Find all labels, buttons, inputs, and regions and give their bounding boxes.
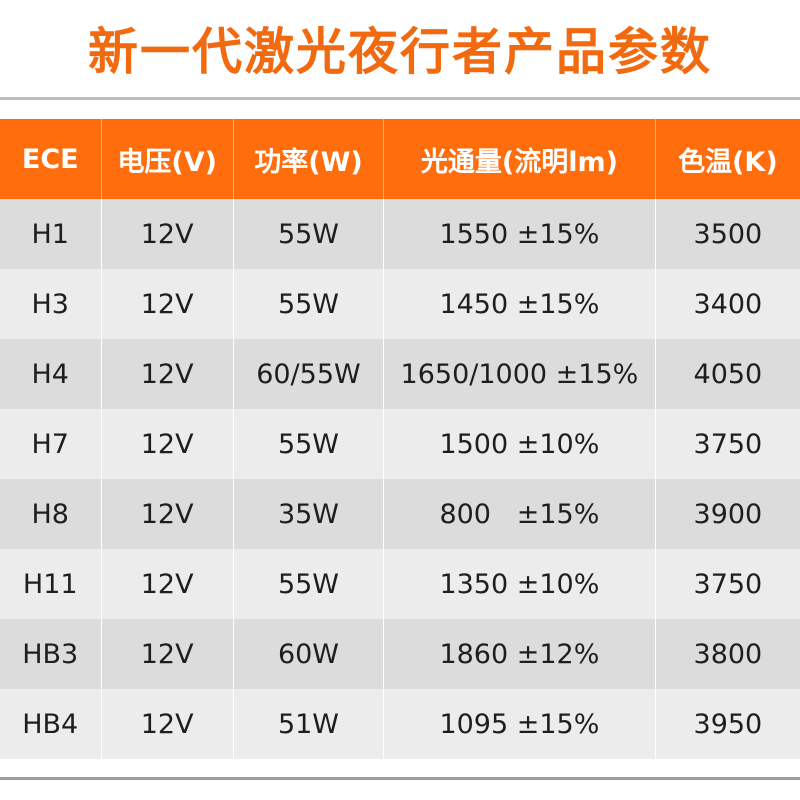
cell-luminous-flux: 800 ±15% — [384, 479, 656, 549]
table-row: H3 12V 55W 1450 ±15% 3400 — [0, 269, 800, 339]
header-ece: ECE — [0, 119, 102, 199]
table-row: H1 12V 55W 1550 ±15% 3500 — [0, 199, 800, 269]
cell-power: 51W — [234, 689, 385, 759]
cell-color-temperature: 3500 — [693, 218, 763, 250]
cell-ece: H7 — [0, 409, 102, 479]
cell-power: 60/55W — [234, 339, 385, 409]
cell-color-temperature: 3900 — [693, 498, 763, 530]
cell-power: 60W — [234, 619, 385, 689]
cell-luminous-flux: 1095 ±15% — [384, 689, 656, 759]
cell-luminous-flux: 1650/1000 ±15% — [384, 339, 656, 409]
cell-ece: H11 — [0, 549, 102, 619]
header-luminous-flux: 光通量(流明lm) — [384, 119, 656, 199]
header-power: 功率(W) — [234, 119, 385, 199]
table-row: H7 12V 55W 1500 ±10% 3750 — [0, 409, 800, 479]
table-row: HB3 12V 60W 1860 ±12% 3800 — [0, 619, 800, 689]
title-divider — [0, 97, 800, 100]
cell-color-temperature: 3750 — [693, 428, 763, 460]
cell-ece: HB4 — [0, 689, 102, 759]
cell-voltage: 12V — [102, 689, 234, 759]
table-row: HB4 12V 51W 1095 ±15% 3950 — [0, 689, 800, 759]
table-row: H4 12V 60/55W 1650/1000 ±15% 4050 — [0, 339, 800, 409]
cell-ece: H8 — [0, 479, 102, 549]
cell-voltage: 12V — [102, 269, 234, 339]
cell-color-temperature: 3950 — [693, 708, 763, 740]
cell-voltage: 12V — [102, 549, 234, 619]
cell-color-temperature: 3750 — [693, 568, 763, 600]
cell-power: 55W — [234, 409, 385, 479]
cell-luminous-flux: 1500 ±10% — [384, 409, 656, 479]
cell-voltage: 12V — [102, 479, 234, 549]
cell-luminous-flux: 1860 ±12% — [384, 619, 656, 689]
table-row: H8 12V 35W 800 ±15% 3900 — [0, 479, 800, 549]
spec-table: ECE 电压(V) 功率(W) 光通量(流明lm) 色温(K) H1 12V 5… — [0, 119, 800, 759]
cell-voltage: 12V — [102, 339, 234, 409]
cell-voltage: 12V — [102, 409, 234, 479]
cell-voltage: 12V — [102, 619, 234, 689]
cell-power: 35W — [234, 479, 385, 549]
table-row: H11 12V 55W 1350 ±10% 3750 — [0, 549, 800, 619]
cell-power: 55W — [234, 199, 385, 269]
cell-ece: H1 — [0, 199, 102, 269]
table-header-row: ECE 电压(V) 功率(W) 光通量(流明lm) 色温(K) — [0, 119, 800, 199]
header-color-temperature: 色温(K) — [678, 146, 778, 178]
cell-power: 55W — [234, 269, 385, 339]
cell-voltage: 12V — [102, 199, 234, 269]
cell-ece: H4 — [0, 339, 102, 409]
cell-luminous-flux: 1350 ±10% — [384, 549, 656, 619]
cell-luminous-flux: 1450 ±15% — [384, 269, 656, 339]
bottom-divider — [0, 777, 800, 780]
cell-color-temperature: 4050 — [693, 358, 763, 390]
cell-power: 55W — [234, 549, 385, 619]
cell-color-temperature: 3800 — [693, 638, 763, 670]
page-title: 新一代激光夜行者产品参数 — [88, 23, 712, 81]
cell-color-temperature: 3400 — [693, 288, 763, 320]
cell-ece: H3 — [0, 269, 102, 339]
header-voltage: 电压(V) — [102, 119, 234, 199]
cell-ece: HB3 — [0, 619, 102, 689]
cell-luminous-flux: 1550 ±15% — [384, 199, 656, 269]
